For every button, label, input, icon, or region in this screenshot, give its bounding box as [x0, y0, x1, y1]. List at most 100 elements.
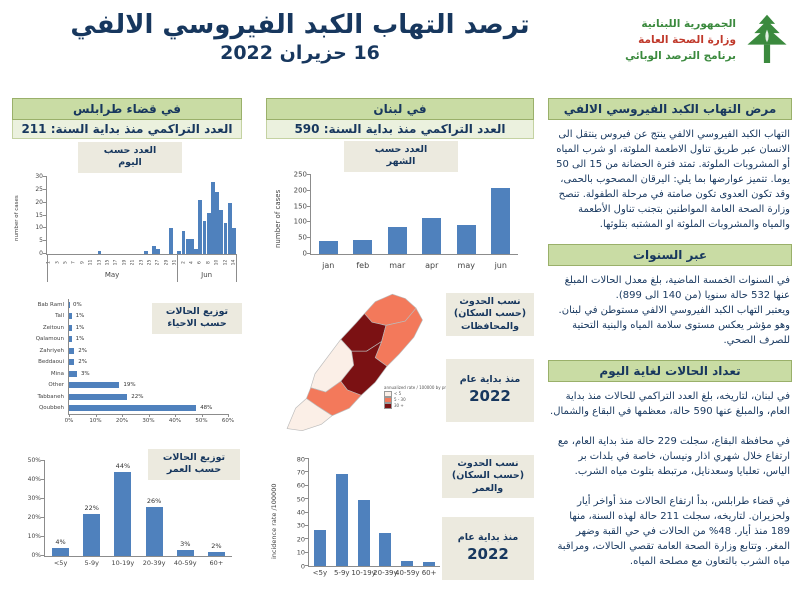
x-tick-label: 8: [206, 261, 212, 264]
bar: [145, 506, 163, 556]
y-tick: [41, 536, 45, 537]
legend-swatch-mid: [384, 396, 392, 403]
report-header: ترصد التهاب الكبد الفيروسي الالفي 16 حزي…: [0, 0, 800, 94]
x-tick-label: 5: [63, 261, 69, 264]
bar: [313, 529, 326, 566]
y-tick-label: 200: [293, 186, 307, 195]
y-tick: [307, 253, 311, 254]
bar: [177, 251, 182, 254]
bar-value-label: 3%: [180, 540, 191, 549]
bar: [318, 240, 338, 254]
section-body-disease: التهاب الكبد الفيروسي الالفي ينتج عن فير…: [556, 129, 790, 230]
cedar-icon: [747, 14, 787, 63]
x-tick-label: 17: [113, 259, 119, 266]
y-tick-label: 50: [296, 494, 305, 503]
bar: [223, 223, 228, 254]
section-title-years: عبر السنوات: [548, 244, 792, 266]
bar: [456, 224, 476, 254]
y-tick-label: 150: [293, 202, 307, 211]
title-block: ترصد التهاب الكبد الفيروسي الالفي 16 حزي…: [40, 4, 560, 64]
moph-logo: الجمهورية اللبنانية وزارة الصحة العامة ب…: [625, 12, 790, 68]
y-tick: [307, 221, 311, 223]
bar: [152, 246, 157, 254]
lebanon-cumulative-count: العدد التراكمي منذ بداية السنة: 590: [266, 120, 534, 139]
y-tick-label: 50: [298, 233, 307, 242]
bar: [202, 220, 207, 254]
y-tick: [307, 189, 311, 191]
y-tick-label: 30: [35, 173, 43, 180]
bar: [206, 212, 211, 254]
y-tick-label: 40%: [27, 476, 41, 483]
bar-value-label: 22%: [84, 504, 99, 513]
y-tick-label: 80: [296, 454, 305, 463]
category-label: Qalamoun: [35, 336, 64, 343]
map-legend-title: annualized rate / 100000 by province: [384, 385, 460, 390]
chart-monthly-cases: number of cases 0 50 100 150 200 250 jan feb mar…: [266, 141, 534, 285]
category-label: Qoubbeh: [38, 405, 64, 412]
map-title-box: نسب الحدوث (حسب السكان) والمحافظات: [446, 293, 534, 337]
since-label: منذ بداية عام: [459, 374, 521, 386]
y-tick-label: 20%: [27, 514, 41, 521]
legend-swatch-high: [384, 402, 392, 409]
x-tick-label: 19: [122, 259, 128, 266]
y-tick-label: 0: [39, 250, 43, 257]
bar: [97, 251, 102, 254]
x-tick-label: 12: [223, 259, 228, 266]
y-tick: [41, 555, 45, 556]
plot-area: 0% 10% 20% 30% 40% 50% 60% Bab Raml 0% Tall 1% Zeit…: [36, 299, 234, 424]
bar: [69, 393, 128, 400]
info-column: مرض التهاب الكبد الفيروسي الالفي التهاب …: [548, 98, 792, 581]
bar: [69, 324, 72, 331]
bar-value-label: 26%: [146, 496, 162, 505]
x-tick-label: 0%: [64, 418, 74, 424]
lebanon-panel-title: في لبنان: [266, 98, 534, 120]
x-tick-label: 20-39y: [373, 569, 398, 577]
y-tick: [41, 498, 45, 499]
y-tick-label: 0: [300, 561, 305, 570]
y-tick-label: 10%: [27, 533, 41, 540]
chart-title-box: نسب الحدوث (حسب السكان) والعمر: [442, 455, 534, 499]
y-tick-label: 25: [35, 185, 43, 193]
bar: [69, 382, 120, 389]
y-tick-label: 100: [293, 217, 307, 226]
month-label: May: [104, 271, 120, 279]
legend-swatch-low: [384, 390, 392, 397]
logo-line-republic: الجمهورية اللبنانية: [641, 17, 736, 30]
x-tick-label: 50%: [195, 418, 208, 424]
x-tick-label: 15: [105, 259, 111, 266]
report-date: 16 حزيران 2022: [220, 42, 380, 64]
bar-value-label: 2%: [78, 347, 88, 354]
plot-area: 0 50 100 150 200 250 jan feb mar apr may jun: [294, 171, 518, 270]
bar: [168, 228, 173, 254]
bar: [401, 560, 414, 566]
x-tick-label: 6: [197, 261, 203, 264]
y-tick-label: 0%: [31, 552, 41, 559]
page-title: ترصد التهاب الكبد الفيروسي الالفي: [70, 10, 530, 40]
y-tick: [43, 227, 47, 229]
x-tick-label: feb: [356, 261, 370, 270]
y-tick: [307, 174, 311, 175]
section-body-today: في لبنان، لتاريخه، بلغ العدد التراكمي لل…: [550, 391, 790, 567]
bar: [156, 248, 161, 254]
bar-value-label: 19%: [123, 382, 136, 389]
y-tick-label: 30%: [27, 495, 41, 502]
y-tick: [305, 484, 309, 486]
map-region-south: [286, 398, 333, 432]
x-tick-label: 27: [155, 259, 161, 266]
x-tick-label: 25: [147, 259, 153, 266]
tripoli-panel-title: في قضاء طرابلس: [12, 98, 242, 120]
x-tick-label: 5-9y: [84, 559, 99, 567]
y-tick: [305, 498, 309, 500]
y-tick: [43, 253, 47, 254]
y-tick: [41, 460, 45, 461]
map-legend: annualized rate / 100000 by province < 5…: [384, 385, 462, 409]
bar: [52, 548, 70, 556]
x-tick-label: 20-39y: [142, 559, 166, 567]
map-period-box: منذ بداية عام 2022: [446, 359, 534, 422]
bar: [215, 192, 220, 254]
y-tick-label: 10: [296, 548, 305, 557]
x-tick: [148, 414, 150, 417]
moph-logo-text: الجمهورية اللبنانية وزارة الصحة العامة ب…: [625, 16, 736, 65]
y-tick-label: 40: [296, 508, 305, 517]
x-tick-label: <5y: [53, 559, 68, 567]
